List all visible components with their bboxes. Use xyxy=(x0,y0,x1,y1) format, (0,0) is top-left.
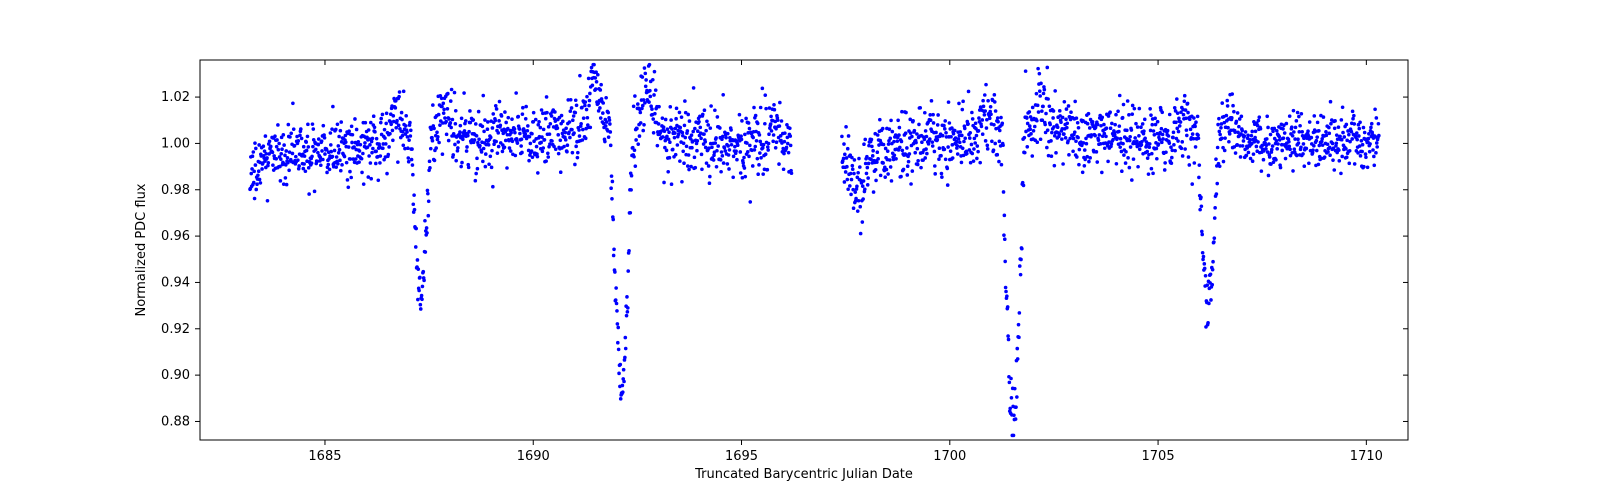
x-ticks-group: 1685 1690 1695 1700 1705 1710 xyxy=(308,60,1382,464)
x-tick-label: 1705 xyxy=(1142,449,1175,464)
x-tick-label: 1690 xyxy=(517,449,550,464)
y-tick-label: 0.90 xyxy=(161,368,190,383)
y-axis-label: Normalized PDC flux xyxy=(134,183,149,316)
x-tick-label: 1685 xyxy=(308,449,341,464)
y-tick-label: 0.88 xyxy=(161,414,190,429)
x-tick-label: 1710 xyxy=(1350,449,1383,464)
y-tick-label: 0.98 xyxy=(161,183,190,198)
scatter-points-group xyxy=(248,63,1380,437)
y-tick-label: 1.02 xyxy=(161,90,190,105)
y-tick-label: 0.92 xyxy=(161,322,190,337)
y-tick-label: 0.96 xyxy=(161,229,190,244)
x-tick-label: 1700 xyxy=(933,449,966,464)
y-tick-label: 1.00 xyxy=(161,136,190,151)
x-tick-label: 1695 xyxy=(725,449,758,464)
x-axis-label: Truncated Barycentric Julian Date xyxy=(694,467,913,482)
lightcurve-chart: 1685 1690 1695 1700 1705 1710 0.88 0.90 0.92 0.9… xyxy=(0,0,1600,500)
chart-svg: 1685 1690 1695 1700 1705 1710 0.88 0.90 0.92 0.9… xyxy=(0,0,1600,500)
y-tick-label: 0.94 xyxy=(161,275,190,290)
